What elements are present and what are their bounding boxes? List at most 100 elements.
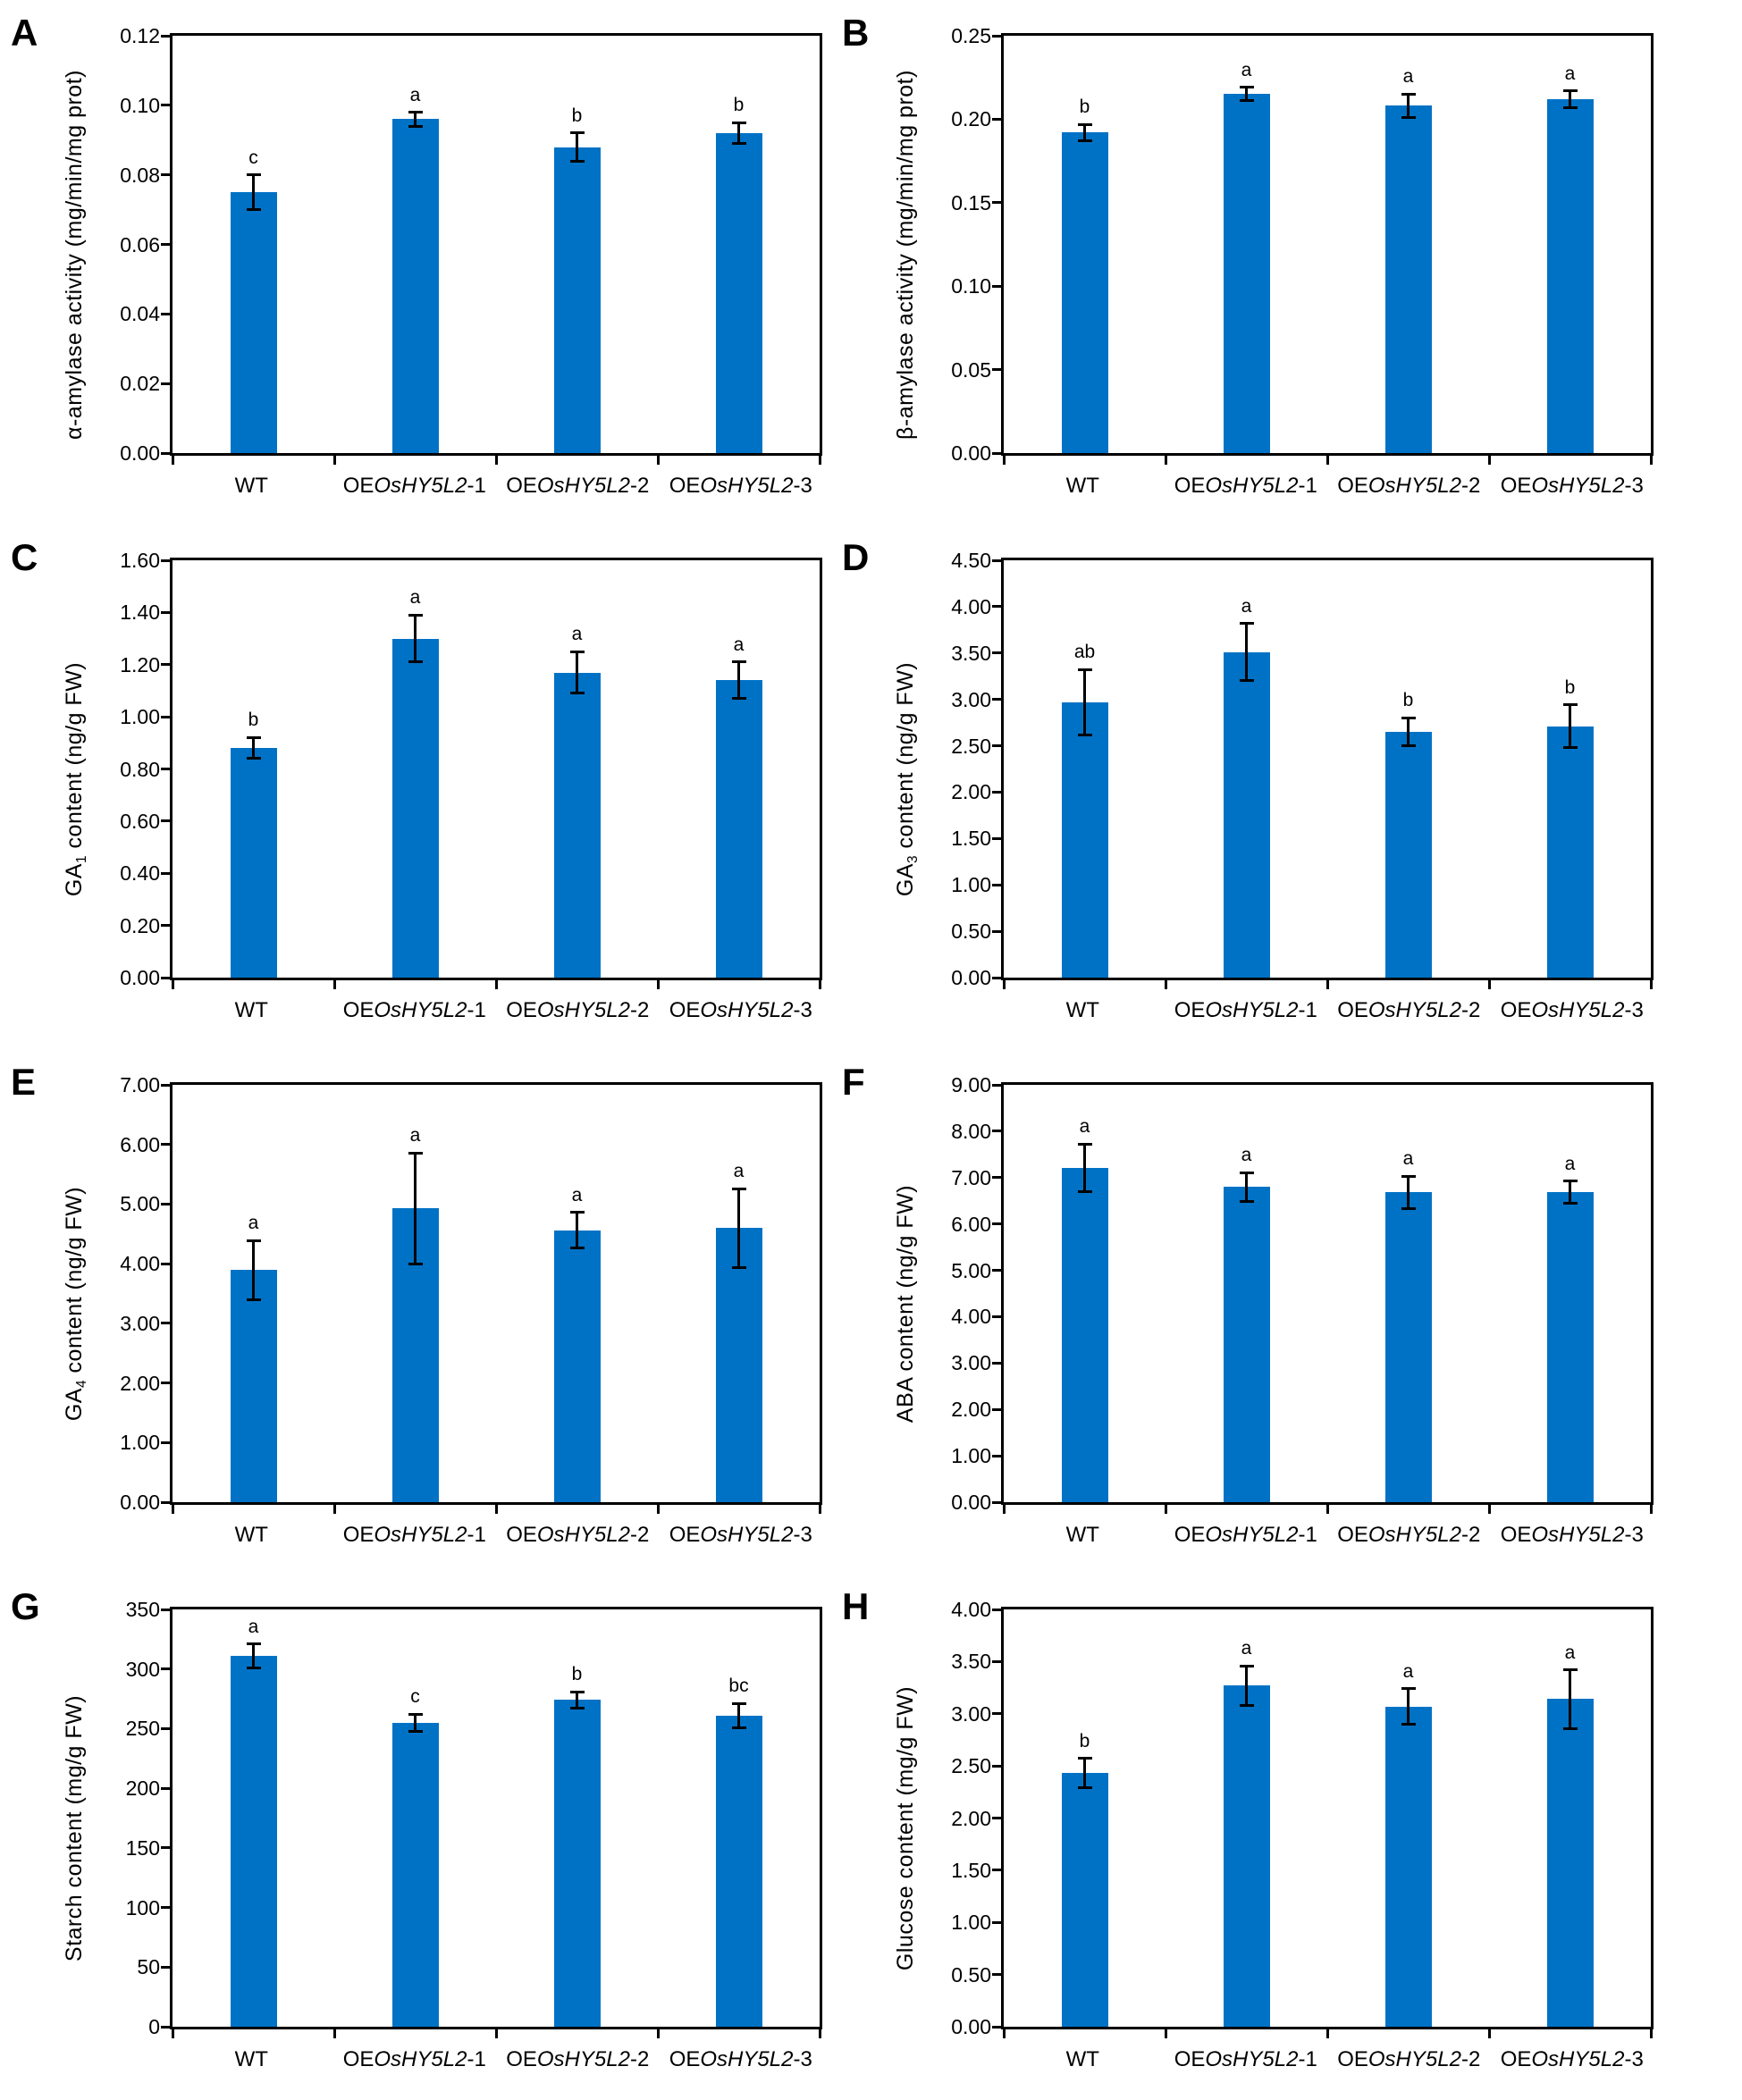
error-bar-bottom-cap <box>1077 733 1092 736</box>
x-tick-mark <box>1002 2029 1006 2038</box>
panel-g: G Starch content (mg/g FW) 0 50 100 150 200 250… <box>0 1574 831 2098</box>
significance-letter: a <box>733 634 745 655</box>
error-bar-top-cap <box>246 1239 261 1242</box>
x-tick-mark <box>1487 980 1491 989</box>
y-tick-mark <box>992 651 1001 655</box>
y-tick-label: 8.00 <box>951 1119 991 1143</box>
bar-oeoshy5l2-1 <box>1223 651 1270 978</box>
y-axis-title-text: GA <box>61 1388 87 1422</box>
x-tick-mark <box>656 1505 660 1514</box>
x-category-label-prefix: OE <box>1174 998 1206 1022</box>
y-tick-label: 0.20 <box>951 107 991 131</box>
x-category-label-gene-italic: OsHY5L2 <box>374 474 467 498</box>
error-bar-top-cap <box>1401 716 1416 719</box>
error-bar-bottom-cap <box>408 1262 423 1265</box>
plot-column: 0 50 100 150 200 250 300 350 a c b bc WT OEOsHY5L2-1 O… <box>126 1584 822 2098</box>
y-tick-mark <box>992 929 1001 933</box>
error-bar-top-cap <box>569 131 585 135</box>
y-tick-mark <box>992 836 1001 840</box>
x-category-label-suffix: -1 <box>1298 2047 1317 2071</box>
error-bar-bottom-cap <box>731 1265 746 1269</box>
y-axis-title-text: GA <box>892 863 918 897</box>
y-tick-label: 250 <box>125 1717 160 1741</box>
error-bar <box>737 122 740 144</box>
x-category-label-suffix: -2 <box>1460 998 1481 1022</box>
error-bar-bottom-cap <box>731 1726 746 1729</box>
plot-column: 0.00 0.05 0.10 0.15 0.20 0.25 b a a a WT OEOsHY5L2-… <box>951 11 1654 525</box>
error-bar-bottom-cap <box>408 124 423 128</box>
y-axis-title: GA4 content (ng/g FW) <box>62 1187 90 1421</box>
x-category-label-prefix: OE <box>342 474 374 498</box>
significance-letter: a <box>1402 66 1414 88</box>
error-bar-bottom-cap <box>1239 1199 1254 1203</box>
y-axis-title: α-amylase activity (mg/min/mg prot) <box>62 70 90 440</box>
y-tick-mark <box>992 605 1001 609</box>
y-tick-mark <box>992 368 1001 372</box>
error-bar <box>576 651 578 693</box>
error-bar <box>414 112 417 127</box>
significance-letter: b <box>571 1664 583 1685</box>
y-tick-label: 0 <box>148 2015 160 2038</box>
plot-column: 0.00 1.00 2.00 3.00 4.00 5.00 6.00 7.00 a a a a WT OE… <box>120 1060 823 1574</box>
error-bar <box>252 174 255 210</box>
x-category-label-prefix: OE <box>1337 1523 1368 1547</box>
bar-oeoshy5l2-1 <box>1223 94 1270 453</box>
x-tick-mark <box>1649 2029 1653 2038</box>
y-tick-mark <box>161 559 170 562</box>
x-tick-mark <box>656 456 660 465</box>
y-axis-title-text: content (ng/g FW) <box>892 661 918 855</box>
y-tick-mark <box>161 1786 170 1790</box>
y-axis-title: ABA content (ng/g FW) <box>893 1185 921 1423</box>
x-axis-labels: WT OEOsHY5L2-1 OEOsHY5L2-2 OEOsHY5L2-3 <box>1001 1523 1654 1549</box>
y-axis-title-text: Starch content (mg/g FW) <box>61 1694 87 1962</box>
plot-area: 0.00 0.50 1.00 1.50 2.00 2.50 3.00 3.50 4.00 4.50… <box>951 550 1654 989</box>
bar-oeoshy5l2-3 <box>715 132 762 453</box>
error-bar <box>252 1643 255 1668</box>
x-category-label-suffix: -3 <box>1624 474 1644 498</box>
y-tick-mark <box>161 34 170 38</box>
error-bar-bottom-cap <box>408 1729 423 1733</box>
error-bar <box>252 737 255 759</box>
plot-column: 0.00 0.50 1.00 1.50 2.00 2.50 3.00 3.50 4.00 4.50… <box>951 535 1654 1049</box>
bar-wt <box>230 192 277 453</box>
y-tick-label: 1.60 <box>120 549 160 572</box>
y-tick-label: 1.00 <box>951 1444 991 1468</box>
x-tick-mark <box>1325 2029 1329 2038</box>
significance-letter: b <box>571 105 583 126</box>
x-category-label-suffix: -3 <box>793 2047 812 2071</box>
x-tick-mark <box>1487 456 1491 465</box>
x-category-label-suffix: -1 <box>467 998 486 1022</box>
error-bar-top-cap <box>1077 668 1092 671</box>
error-bar-bottom-cap <box>408 660 423 664</box>
x-category-label: OEOsHY5L2-1 <box>333 998 497 1024</box>
y-tick-label: 0.00 <box>951 1491 991 1514</box>
y-tick-label: 0.25 <box>951 24 991 47</box>
y-tick-mark <box>161 924 170 928</box>
x-category-label-gene-italic: OsHY5L2 <box>374 1523 467 1547</box>
y-tick-mark <box>161 819 170 823</box>
x-category-label: OEOsHY5L2-3 <box>660 1523 823 1549</box>
bar-oeoshy5l2-2 <box>553 1230 601 1502</box>
error-bar-bottom-cap <box>569 1247 585 1250</box>
error-bar-top-cap <box>408 613 423 617</box>
plot-area: 0.00 0.05 0.10 0.15 0.20 0.25 b a a a <box>951 25 1654 465</box>
significance-letter: a <box>409 587 421 609</box>
bar-oeoshy5l2-2 <box>553 147 601 453</box>
bar-oeoshy5l2-1 <box>391 638 439 978</box>
x-tick-mark <box>1164 2029 1167 2038</box>
x-category-label-prefix: WT <box>234 474 268 498</box>
x-category-label: OEOsHY5L2-2 <box>496 474 660 500</box>
x-category-label-gene-italic: OsHY5L2 <box>1531 2047 1625 2071</box>
y-tick-mark <box>161 610 170 614</box>
y-tick-label: 300 <box>125 1657 160 1681</box>
y-tick-mark <box>992 1361 1001 1365</box>
y-tick-mark <box>161 1726 170 1730</box>
error-bar-top-cap <box>1562 89 1578 93</box>
y-tick-mark <box>992 1869 1001 1872</box>
y-tick-label: 2.00 <box>120 1371 160 1395</box>
y-tick-mark <box>992 883 1001 886</box>
y-tick-label: 3.50 <box>951 1650 991 1674</box>
bar-wt <box>230 1270 277 1502</box>
y-tick-label: 2.50 <box>951 1754 991 1778</box>
